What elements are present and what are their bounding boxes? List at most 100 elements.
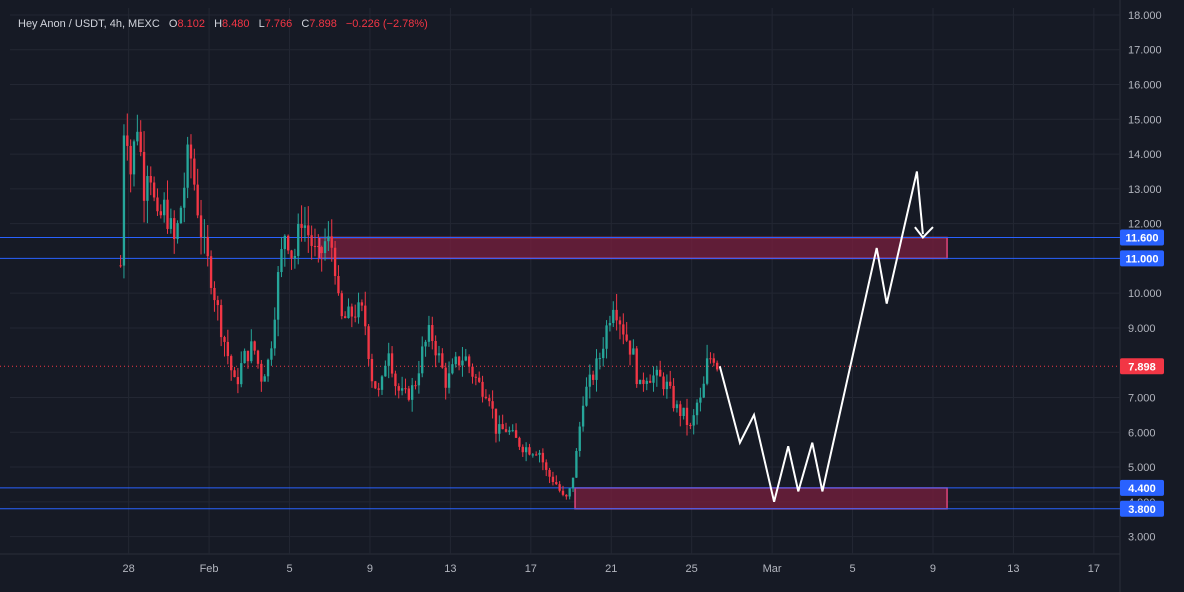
candle-down <box>548 467 551 484</box>
candle-body <box>504 429 508 432</box>
candle-up <box>454 351 457 368</box>
candle-body <box>702 383 705 398</box>
candle-body <box>397 386 400 391</box>
candle-body <box>136 131 139 142</box>
candle-up <box>511 424 514 432</box>
candle-body <box>186 144 189 188</box>
y-tick-label: 3.000 <box>1128 532 1156 544</box>
candle-body <box>199 215 203 238</box>
candle-body <box>179 207 183 224</box>
candle-body <box>427 325 431 342</box>
candle-down <box>555 475 558 486</box>
candle-body <box>233 370 236 378</box>
candle-body <box>323 241 327 254</box>
candle-up <box>122 124 126 279</box>
candle-up <box>598 352 602 370</box>
candle-body <box>655 369 659 376</box>
candle-down <box>504 422 508 433</box>
candle-body <box>521 446 524 453</box>
candle-body <box>333 247 337 277</box>
y-tick-label: 18.000 <box>1128 10 1162 22</box>
candle-body <box>575 450 578 478</box>
candle-down <box>300 205 303 242</box>
candle-body <box>370 358 374 382</box>
candle-body <box>250 341 253 362</box>
candle-body <box>152 182 156 198</box>
candle-body <box>407 388 410 400</box>
candle-down <box>628 340 632 366</box>
candle-body <box>149 176 152 183</box>
candle-body <box>528 447 531 455</box>
candle-up <box>417 360 421 394</box>
candle-body <box>669 381 672 386</box>
projection-arrowhead <box>914 226 934 240</box>
candle-down <box>139 120 142 157</box>
symbol-title[interactable]: Hey Anon / USDT, 4h, MEXC <box>18 18 160 30</box>
y-tick-label: 12.000 <box>1128 219 1162 231</box>
candle-body <box>142 152 146 201</box>
candle-body <box>213 287 216 301</box>
candle-body <box>709 358 712 360</box>
candle-down <box>535 451 538 456</box>
candle-up <box>602 337 605 367</box>
candle-body <box>166 199 169 229</box>
candle-body <box>377 388 380 390</box>
candle-body <box>122 135 126 266</box>
candle-up <box>652 366 655 392</box>
high-label: H <box>214 18 223 30</box>
candle-body <box>310 235 313 246</box>
candle-down <box>689 422 692 430</box>
y-tick-label: 10.000 <box>1128 288 1162 300</box>
candle-body <box>638 379 642 385</box>
candle-down <box>642 372 645 392</box>
candle-down <box>457 355 461 371</box>
candle-up <box>136 114 139 146</box>
candle-body <box>531 454 534 456</box>
candle-body <box>578 426 581 451</box>
symbol-info-header: Hey Anon / USDT, 4h, MEXC O8.102 H8.480 … <box>18 18 428 30</box>
candle-down <box>209 250 213 295</box>
candle-body <box>203 236 206 238</box>
candle-down <box>189 134 193 179</box>
candle-body <box>642 379 645 384</box>
candle-body <box>615 309 618 321</box>
candle-up <box>692 409 695 435</box>
candle-down <box>142 131 146 223</box>
price-label-box <box>1120 358 1164 375</box>
candle-up <box>280 236 283 278</box>
candle-down <box>320 245 323 272</box>
candle-body <box>648 380 652 383</box>
candle-body <box>548 469 551 477</box>
candle-down <box>622 313 625 345</box>
candle-up <box>327 221 330 251</box>
candle-body <box>498 424 501 434</box>
candle-body <box>404 388 407 390</box>
candle-body <box>276 272 280 320</box>
candle-body <box>411 385 414 400</box>
candle-down <box>286 234 290 255</box>
candle-down <box>474 373 478 386</box>
candle-up <box>665 374 669 399</box>
candle-body <box>300 223 303 228</box>
candle-up <box>357 292 360 324</box>
close-value: 7.898 <box>309 18 337 30</box>
candle-body <box>266 359 270 377</box>
y-tick-label: 15.000 <box>1128 114 1162 126</box>
candle-body <box>270 348 273 360</box>
candle-body <box>183 187 186 208</box>
candle-down <box>377 382 380 397</box>
projection-path <box>718 171 924 503</box>
candle-up <box>266 358 270 382</box>
candle-down <box>236 367 240 394</box>
candle-body <box>320 247 323 254</box>
candle-body <box>558 484 561 491</box>
candle-down <box>253 340 256 355</box>
candle-up <box>240 351 243 388</box>
candle-down <box>126 113 129 161</box>
candle-down <box>518 436 521 450</box>
candle-body <box>357 302 360 318</box>
candle-down <box>310 225 313 260</box>
candle-down <box>431 316 434 350</box>
candle-body <box>695 402 699 416</box>
candle-body <box>350 306 354 317</box>
